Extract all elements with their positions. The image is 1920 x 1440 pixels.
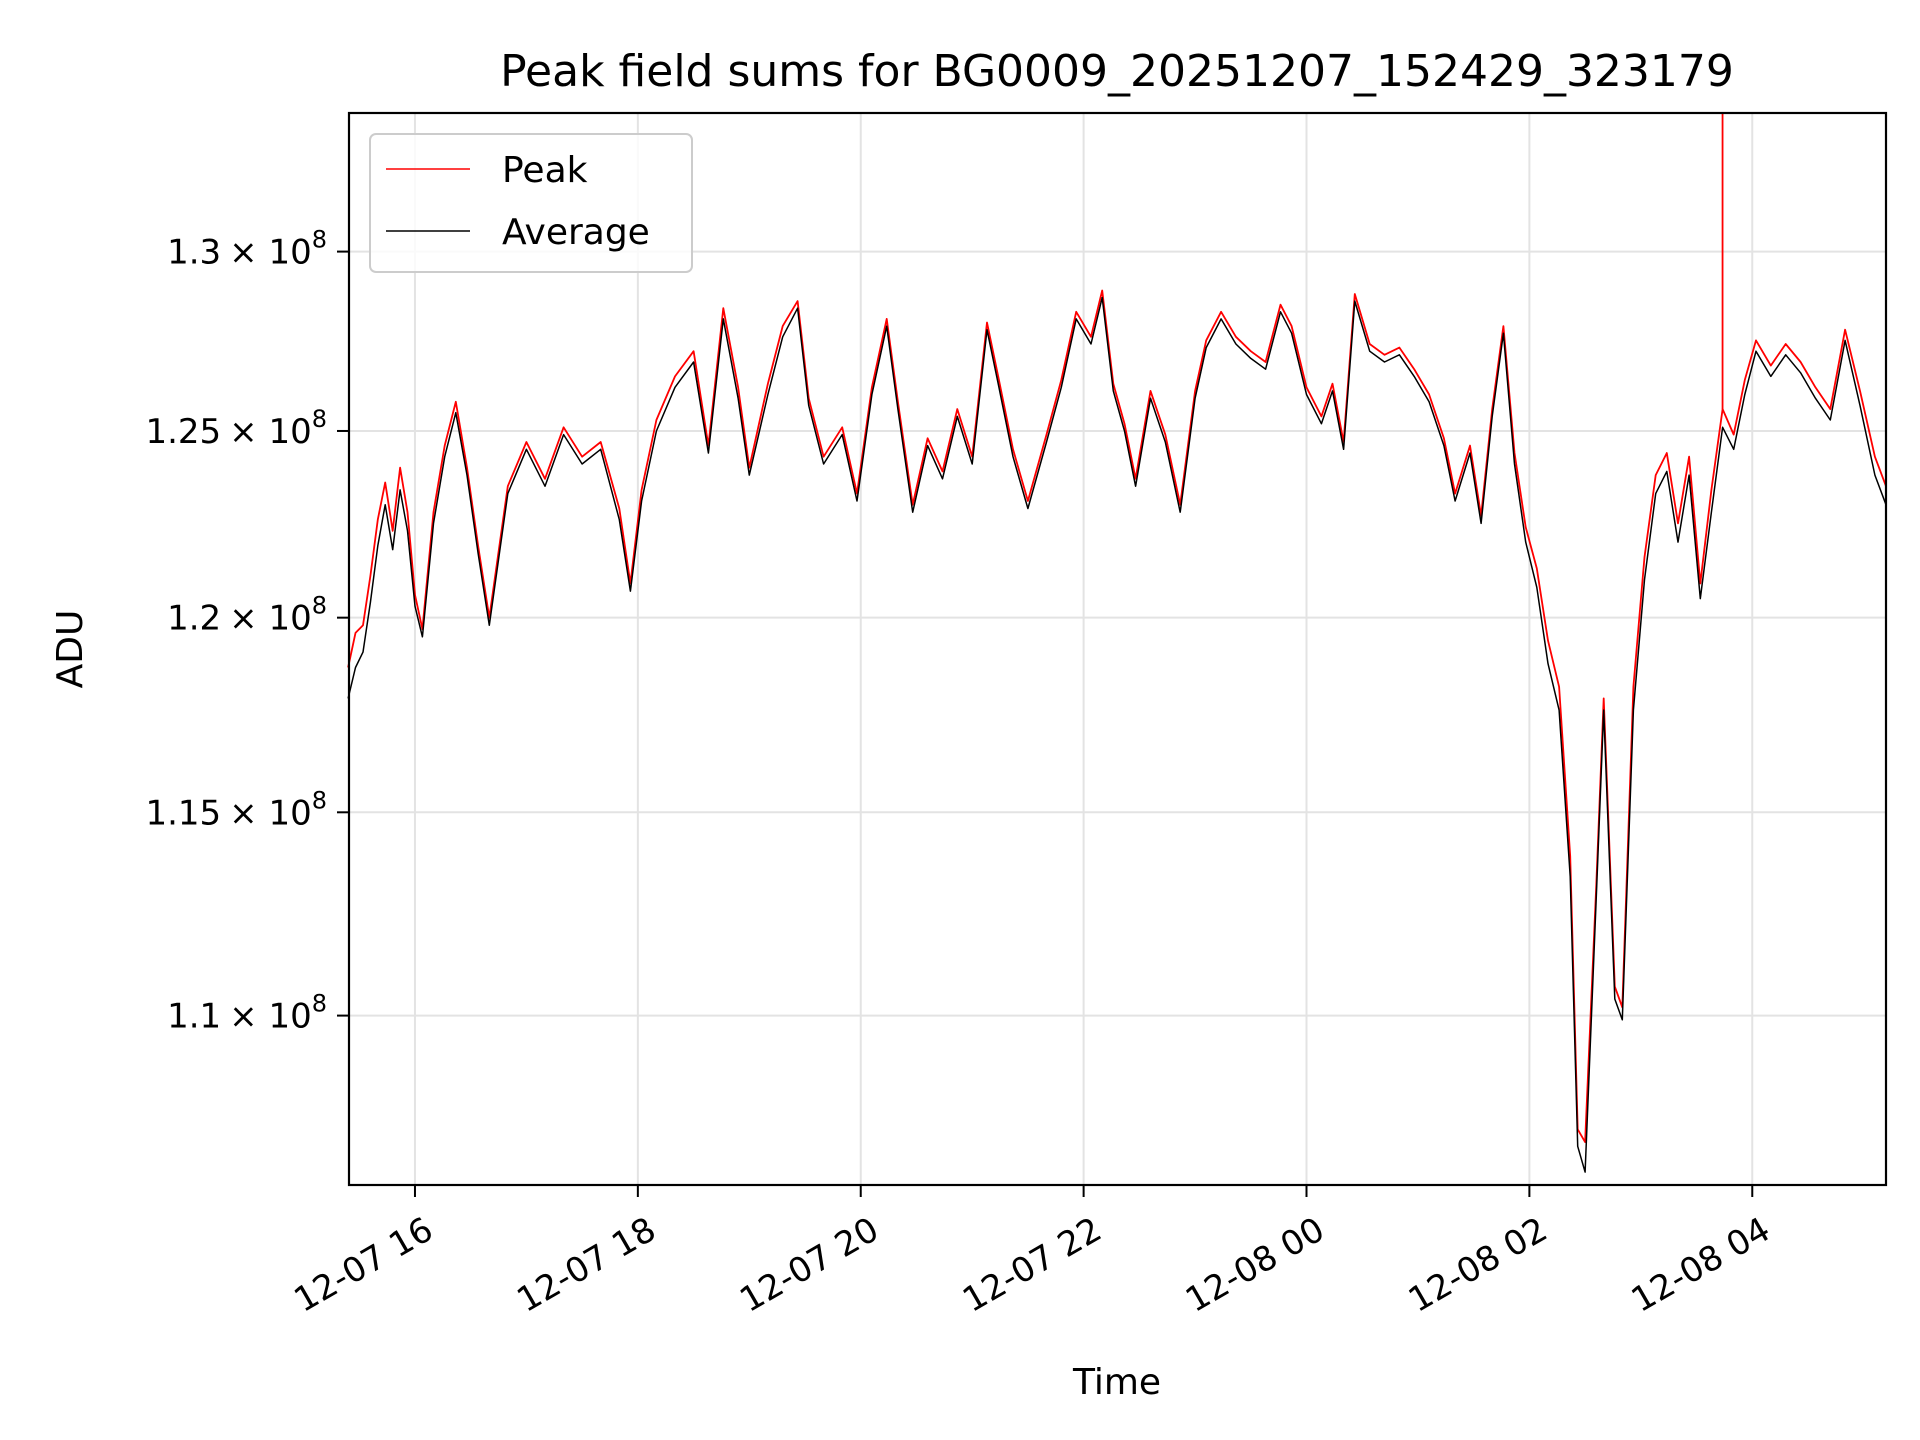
- y-tick-base: × 10: [229, 412, 312, 452]
- x-axis-label: Time: [1072, 1362, 1161, 1403]
- y-tick-base: × 10: [229, 997, 312, 1037]
- chart-title: Peak field sums for BG0009_20251207_1524…: [500, 46, 1734, 97]
- y-tick-mantissa: 1.15: [145, 793, 221, 833]
- y-tick-base: × 10: [229, 233, 312, 273]
- y-tick-mantissa: 1.3: [167, 233, 221, 273]
- y-tick-exponent: 8: [312, 786, 327, 814]
- y-tick-base: × 10: [229, 793, 312, 833]
- y-tick-label: 1.15 × 108: [145, 786, 327, 833]
- y-tick-mantissa: 1.1: [167, 997, 221, 1037]
- y-tick-exponent: 8: [312, 405, 327, 433]
- y-tick-exponent: 8: [312, 990, 327, 1018]
- y-tick-label: 1.2 × 108: [167, 592, 327, 639]
- y-axis-label: ADU: [50, 610, 91, 689]
- y-tick-label: 1.1 × 108: [167, 990, 327, 1037]
- legend-label-average: Average: [502, 212, 650, 253]
- y-tick-base: × 10: [229, 599, 312, 639]
- legend-label-peak: Peak: [502, 150, 588, 191]
- y-tick-mantissa: 1.25: [145, 412, 221, 452]
- series-line-average: [347, 296, 1887, 1173]
- y-tick-exponent: 8: [312, 592, 327, 620]
- grid: [349, 113, 1886, 1185]
- legend: Peak Average: [369, 133, 693, 273]
- y-tick-exponent: 8: [312, 226, 327, 254]
- plot-frame: [347, 111, 1888, 1187]
- series-layer: [347, 113, 1887, 1173]
- y-tick-mantissa: 1.2: [167, 599, 221, 639]
- series-line-peak: [347, 289, 1887, 1143]
- y-tick-label: 1.25 × 108: [145, 405, 327, 452]
- y-tick-label: 1.3 × 108: [167, 226, 327, 273]
